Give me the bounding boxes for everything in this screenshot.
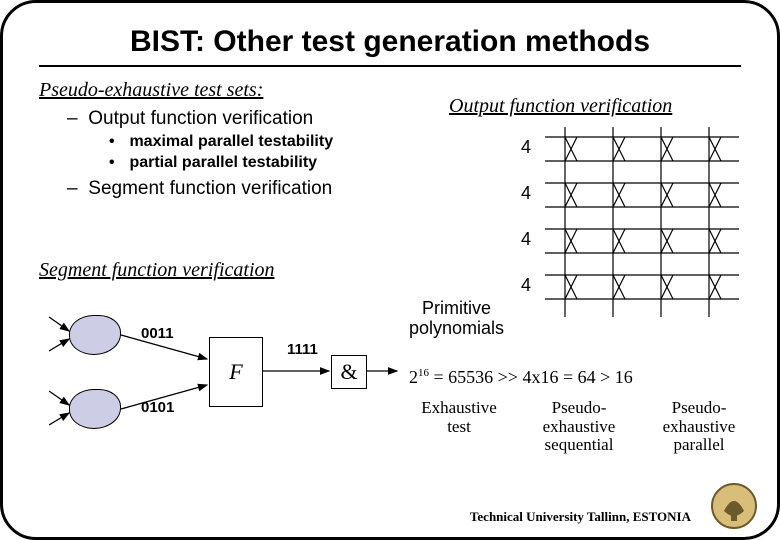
- slide-title: BIST: Other test generation methods: [39, 25, 741, 59]
- university-crest-icon: [709, 481, 759, 531]
- test-type-labels: Exhaustive test Pseudo- exhaustive seque…: [399, 399, 759, 455]
- parallel-lines-svg: [539, 123, 749, 333]
- four-label-2: 4: [521, 183, 531, 204]
- t1-l2: test: [447, 417, 471, 436]
- bullet-text: Segment function verification: [88, 178, 332, 199]
- f-box: F: [209, 337, 263, 407]
- four-label-4: 4: [521, 275, 531, 296]
- label-0011: 0011: [141, 325, 174, 342]
- four-label-3: 4: [521, 229, 531, 250]
- bullet-text: Output function verification: [88, 108, 313, 129]
- dash-icon: –: [67, 178, 83, 200]
- dash-icon: –: [67, 108, 83, 130]
- t3-l2: exhaustive: [663, 417, 736, 436]
- math-expression: 216 = 65536 >> 4x16 = 64 > 16: [409, 367, 633, 388]
- primitive-polynomials-label: Primitive polynomials: [409, 299, 504, 339]
- t2-l2: exhaustive: [543, 417, 616, 436]
- bullet-dot-icon: •: [109, 133, 125, 151]
- label-1111: 1111: [287, 341, 318, 358]
- f-block-diagram: 0011 0101 F 1111 &: [49, 287, 399, 447]
- t3-l3: parallel: [674, 435, 725, 454]
- bullet-text: partial parallel testability: [129, 154, 317, 171]
- bullet-dot-icon: •: [109, 154, 125, 172]
- and-label: &: [340, 359, 357, 385]
- t1-l1: Exhaustive: [421, 398, 497, 417]
- prim-poly-l2: polynomials: [409, 318, 504, 338]
- label-pseudo-parallel: Pseudo- exhaustive parallel: [639, 399, 759, 455]
- title-divider: [39, 65, 741, 67]
- label-exhaustive: Exhaustive test: [399, 399, 519, 455]
- slide-frame: BIST: Other test generation methods Pseu…: [0, 0, 780, 540]
- and-gate-box: &: [331, 355, 367, 389]
- t3-l1: Pseudo-: [672, 398, 727, 417]
- four-label-1: 4: [521, 137, 531, 158]
- parallel-lines-figure: 4 4 4 4: [539, 123, 749, 333]
- bullet-text: maximal parallel testability: [129, 133, 333, 150]
- label-0101: 0101: [141, 399, 174, 416]
- t2-l1: Pseudo-: [552, 398, 607, 417]
- prim-poly-l1: Primitive: [422, 298, 491, 318]
- t2-l3: sequential: [545, 435, 614, 454]
- right-heading: Output function verification: [449, 95, 672, 118]
- label-pseudo-sequential: Pseudo- exhaustive sequential: [519, 399, 639, 455]
- f-box-label: F: [229, 359, 242, 385]
- slide-content: Pseudo-exhaustive test sets: – Output fu…: [39, 79, 741, 499]
- segment-heading: Segment function verification: [39, 259, 275, 282]
- footer-text: Technical University Tallinn, ESTONIA: [470, 509, 691, 525]
